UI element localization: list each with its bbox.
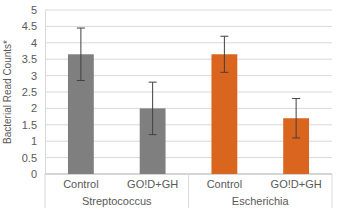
- grid: [45, 10, 332, 174]
- y-tick: 5: [31, 4, 45, 16]
- plot: 0 0.5 1 1.5 2 2.5 3 3.5 4 4.5 5 Control GO!D+GH Strep…: [22, 4, 332, 208]
- y-tick: 4.5: [22, 20, 45, 32]
- chart: 0 0.5 1 1.5 2 2.5 3 3.5 4 4.5 5 Control GO!D+GH Strep…: [0, 0, 340, 211]
- y-tick-label: 2: [31, 102, 37, 114]
- error-bar-line: [77, 28, 85, 80]
- grid-line: [45, 42, 332, 43]
- y-tick: 4: [31, 37, 45, 49]
- error-bar: [292, 99, 300, 138]
- y-tick-label: 3: [31, 70, 37, 82]
- y-tick: 1: [31, 135, 45, 147]
- y-tick-label: 4: [31, 37, 37, 49]
- group-label: Streptococcus: [82, 195, 152, 207]
- error-bar-line: [292, 99, 300, 138]
- error-bar: [77, 28, 85, 80]
- error-bar: [220, 36, 228, 72]
- series: [211, 36, 309, 174]
- group-separator: [332, 174, 333, 208]
- error-bar-line: [220, 36, 228, 72]
- y-tick-label: 3.5: [22, 53, 37, 65]
- y-tick-label: 0: [31, 168, 37, 180]
- x-axis: Control GO!D+GH Streptococcus Control GO!D+G…: [63, 178, 322, 207]
- marks: [68, 28, 309, 174]
- y-tick: 3.5: [22, 53, 45, 65]
- y-tick: 2: [31, 102, 45, 114]
- group-separators: [45, 174, 332, 208]
- y-tick-label: 5: [31, 4, 37, 16]
- group-label: Escherichia: [232, 195, 290, 207]
- y-tick: 2.5: [22, 86, 45, 98]
- y-tick-label: 0.5: [22, 152, 37, 164]
- y-tick: 0: [31, 168, 45, 180]
- y-tick: 1.5: [22, 119, 45, 131]
- y-axis-line: [45, 11, 46, 175]
- y-tick-label: 2.5: [22, 86, 37, 98]
- y-axis-title: Bacterial Read Counts*: [2, 40, 13, 144]
- y-axis: 0 0.5 1 1.5 2 2.5 3 3.5 4 4.5 5: [22, 4, 46, 180]
- y-tick-label: 1.5: [22, 119, 37, 131]
- x-tick-label: GO!D+GH: [271, 178, 322, 190]
- group-separator: [45, 174, 46, 208]
- y-tick-label: 1: [31, 135, 37, 147]
- y-tick-label: 4.5: [22, 20, 37, 32]
- x-tick-label: Control: [63, 178, 98, 190]
- group-separator: [188, 174, 189, 208]
- grid-line: [45, 26, 332, 27]
- error-bar: [149, 82, 157, 134]
- error-bar-line: [149, 82, 157, 134]
- series: [68, 28, 166, 174]
- x-tick-label: GO!D+GH: [127, 178, 178, 190]
- grid-line: [45, 10, 332, 11]
- y-tick: 3: [31, 70, 45, 82]
- x-tick-label: Control: [207, 178, 242, 190]
- y-tick: 0.5: [22, 152, 45, 164]
